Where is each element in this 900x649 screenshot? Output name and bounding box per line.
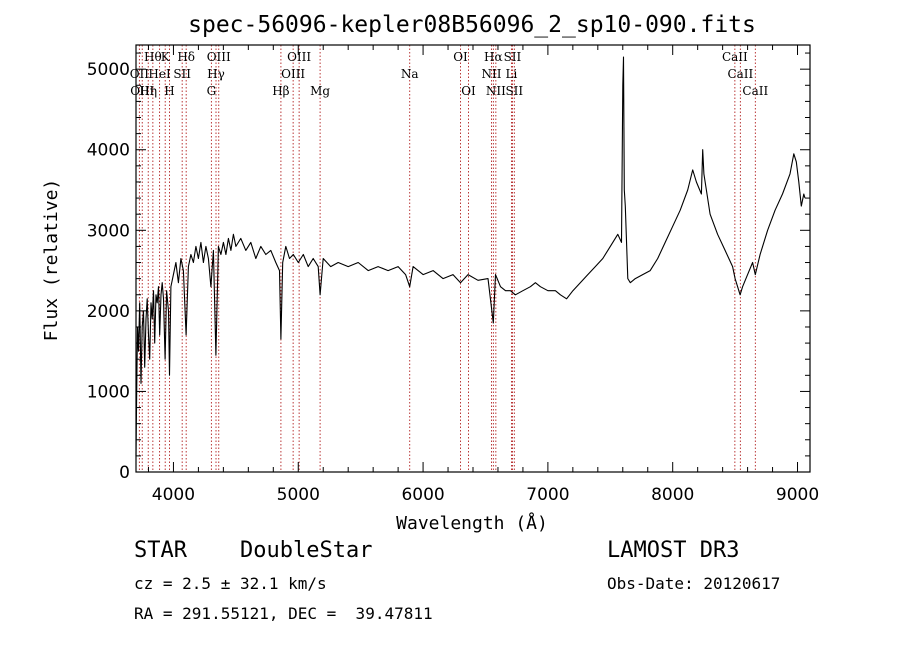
- line-label: NII: [481, 67, 501, 81]
- line-label: OII: [130, 67, 150, 81]
- line-label: CaII: [722, 50, 748, 64]
- y-tick-label: 1000: [87, 382, 130, 402]
- line-label: NII: [486, 84, 506, 98]
- line-label: Hδ: [177, 50, 195, 64]
- plot-frame: [135, 44, 811, 473]
- y-tick-label: 4000: [87, 141, 130, 161]
- x-tick-label: 4000: [152, 485, 195, 505]
- y-tick-label: 3000: [87, 221, 130, 241]
- survey-name: LAMOST DR3: [607, 538, 740, 563]
- line-label: Na: [401, 67, 419, 81]
- line-label: G: [207, 84, 217, 98]
- y-tick-label: 0: [119, 463, 130, 483]
- x-tick-label: 5000: [277, 485, 320, 505]
- emission-line-markers: [138, 45, 756, 472]
- x-tick-label: 9000: [776, 485, 819, 505]
- line-label: Hβ: [272, 84, 289, 98]
- plot-axes: 4000 5000 6000 7000 8000 9000 0 1000 2000 3000 400…: [87, 44, 819, 505]
- observation-date: Obs-Date: 20120617: [607, 574, 781, 593]
- x-tick-label: 8000: [651, 485, 694, 505]
- line-label: Hθ: [144, 50, 162, 64]
- line-label: OI: [453, 50, 468, 64]
- chart-title: spec-56096-kepler08B56096_2_sp10-090.fit…: [188, 12, 756, 38]
- line-label: H: [164, 84, 174, 98]
- line-label: CaII: [727, 67, 753, 81]
- line-label: K: [161, 50, 171, 64]
- y-tick-label: 2000: [87, 302, 130, 322]
- line-label: Hγ: [207, 67, 225, 81]
- emission-line-labels: OIIOIIIHηHθHeIKHSIIHδGHγOIIIHβOIIIOIIIMg…: [130, 50, 769, 98]
- x-tick-label: 7000: [526, 485, 569, 505]
- y-tick-label: 5000: [87, 60, 130, 80]
- line-label: Li: [506, 67, 518, 81]
- object-subclass: DoubleStar: [240, 538, 373, 563]
- object-class: STAR: [134, 538, 187, 563]
- y-axis-label: Flux (relative): [41, 179, 62, 342]
- redshift-readout: cz = 2.5 ± 32.1 km/s: [134, 574, 327, 593]
- sky-coordinates: RA = 291.55121, DEC = 39.47811: [134, 604, 433, 623]
- line-label: SII: [505, 84, 523, 98]
- line-label: OIII: [287, 50, 311, 64]
- line-label: CaII: [742, 84, 768, 98]
- line-label: SII: [173, 67, 191, 81]
- x-axis-label: Wavelength (Å): [396, 512, 548, 534]
- line-label: Hη: [139, 84, 157, 98]
- line-label: Mg: [310, 84, 330, 98]
- line-label: Hα: [484, 50, 503, 64]
- spectrum-line: [135, 56, 806, 456]
- line-label: HeI: [148, 67, 171, 81]
- line-label: OIII: [207, 50, 231, 64]
- line-label: OIII: [281, 67, 305, 81]
- spectrum-series: [135, 56, 806, 456]
- line-label: SII: [504, 50, 522, 64]
- line-label: OI: [461, 84, 476, 98]
- x-tick-label: 6000: [401, 485, 444, 505]
